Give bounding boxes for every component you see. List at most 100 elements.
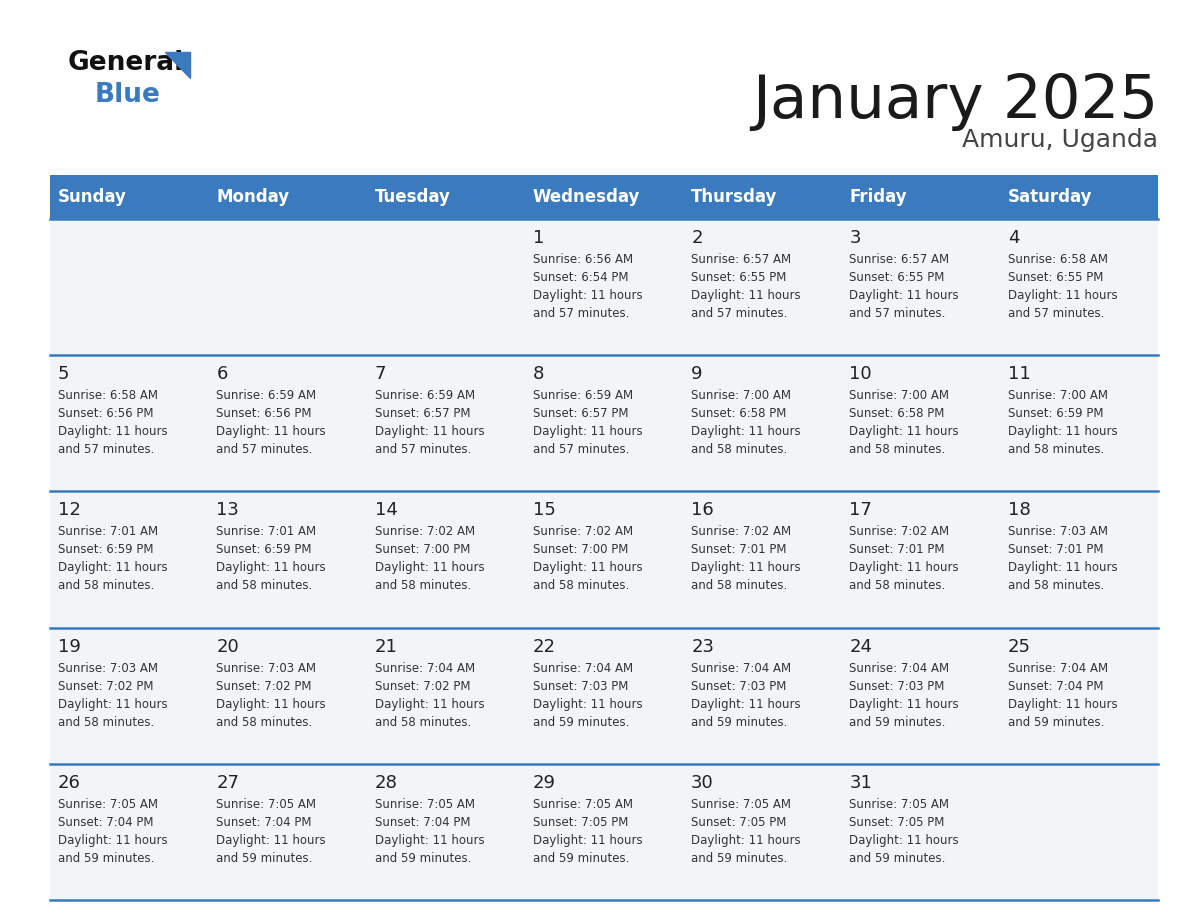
Text: 29: 29 <box>533 774 556 792</box>
Text: Sunrise: 7:03 AM
Sunset: 7:01 PM
Daylight: 11 hours
and 58 minutes.: Sunrise: 7:03 AM Sunset: 7:01 PM Dayligh… <box>1007 525 1118 592</box>
Text: 27: 27 <box>216 774 239 792</box>
Bar <box>841 355 1000 491</box>
Text: 11: 11 <box>1007 365 1030 383</box>
Text: 10: 10 <box>849 365 872 383</box>
Text: Sunrise: 7:02 AM
Sunset: 7:00 PM
Daylight: 11 hours
and 58 minutes.: Sunrise: 7:02 AM Sunset: 7:00 PM Dayligh… <box>374 525 485 592</box>
Bar <box>683 764 841 900</box>
Bar <box>1000 764 1158 900</box>
Bar <box>525 628 683 764</box>
Bar <box>50 491 208 628</box>
Text: 20: 20 <box>216 638 239 655</box>
Text: Sunrise: 7:05 AM
Sunset: 7:05 PM
Daylight: 11 hours
and 59 minutes.: Sunrise: 7:05 AM Sunset: 7:05 PM Dayligh… <box>849 798 959 865</box>
Text: Wednesday: Wednesday <box>533 188 640 206</box>
Bar <box>208 491 367 628</box>
Text: Sunrise: 6:58 AM
Sunset: 6:55 PM
Daylight: 11 hours
and 57 minutes.: Sunrise: 6:58 AM Sunset: 6:55 PM Dayligh… <box>1007 253 1118 320</box>
Text: Sunrise: 7:01 AM
Sunset: 6:59 PM
Daylight: 11 hours
and 58 minutes.: Sunrise: 7:01 AM Sunset: 6:59 PM Dayligh… <box>216 525 326 592</box>
Text: 26: 26 <box>58 774 81 792</box>
Bar <box>208 764 367 900</box>
Text: Sunday: Sunday <box>58 188 127 206</box>
Text: Sunrise: 7:05 AM
Sunset: 7:04 PM
Daylight: 11 hours
and 59 minutes.: Sunrise: 7:05 AM Sunset: 7:04 PM Dayligh… <box>216 798 326 865</box>
Text: Sunrise: 7:04 AM
Sunset: 7:03 PM
Daylight: 11 hours
and 59 minutes.: Sunrise: 7:04 AM Sunset: 7:03 PM Dayligh… <box>849 662 959 729</box>
Text: 22: 22 <box>533 638 556 655</box>
Bar <box>367 355 525 491</box>
Bar <box>1000 219 1158 355</box>
Text: Thursday: Thursday <box>691 188 777 206</box>
Text: 19: 19 <box>58 638 81 655</box>
Text: Sunrise: 7:03 AM
Sunset: 7:02 PM
Daylight: 11 hours
and 58 minutes.: Sunrise: 7:03 AM Sunset: 7:02 PM Dayligh… <box>216 662 326 729</box>
Text: 30: 30 <box>691 774 714 792</box>
Text: Sunrise: 7:05 AM
Sunset: 7:04 PM
Daylight: 11 hours
and 59 minutes.: Sunrise: 7:05 AM Sunset: 7:04 PM Dayligh… <box>58 798 168 865</box>
Polygon shape <box>165 52 190 78</box>
Text: 16: 16 <box>691 501 714 520</box>
Bar <box>367 219 525 355</box>
Text: General: General <box>68 50 184 76</box>
Bar <box>683 219 841 355</box>
Bar <box>367 764 525 900</box>
Text: 12: 12 <box>58 501 81 520</box>
Text: Blue: Blue <box>95 82 160 108</box>
Bar <box>50 175 1158 219</box>
Text: 24: 24 <box>849 638 872 655</box>
Bar <box>50 219 208 355</box>
Bar <box>841 764 1000 900</box>
Text: 3: 3 <box>849 229 861 247</box>
Text: 7: 7 <box>374 365 386 383</box>
Bar <box>525 764 683 900</box>
Bar <box>841 628 1000 764</box>
Text: 17: 17 <box>849 501 872 520</box>
Text: Sunrise: 7:02 AM
Sunset: 7:01 PM
Daylight: 11 hours
and 58 minutes.: Sunrise: 7:02 AM Sunset: 7:01 PM Dayligh… <box>691 525 801 592</box>
Bar <box>50 355 208 491</box>
Text: Sunrise: 7:03 AM
Sunset: 7:02 PM
Daylight: 11 hours
and 58 minutes.: Sunrise: 7:03 AM Sunset: 7:02 PM Dayligh… <box>58 662 168 729</box>
Text: Tuesday: Tuesday <box>374 188 450 206</box>
Text: Sunrise: 7:04 AM
Sunset: 7:02 PM
Daylight: 11 hours
and 58 minutes.: Sunrise: 7:04 AM Sunset: 7:02 PM Dayligh… <box>374 662 485 729</box>
Text: 6: 6 <box>216 365 228 383</box>
Bar <box>683 628 841 764</box>
Text: 8: 8 <box>533 365 544 383</box>
Text: Sunrise: 7:05 AM
Sunset: 7:05 PM
Daylight: 11 hours
and 59 minutes.: Sunrise: 7:05 AM Sunset: 7:05 PM Dayligh… <box>691 798 801 865</box>
Text: 4: 4 <box>1007 229 1019 247</box>
Text: Sunrise: 6:56 AM
Sunset: 6:54 PM
Daylight: 11 hours
and 57 minutes.: Sunrise: 6:56 AM Sunset: 6:54 PM Dayligh… <box>533 253 643 320</box>
Bar <box>1000 628 1158 764</box>
Bar <box>50 628 208 764</box>
Text: Sunrise: 6:59 AM
Sunset: 6:56 PM
Daylight: 11 hours
and 57 minutes.: Sunrise: 6:59 AM Sunset: 6:56 PM Dayligh… <box>216 389 326 456</box>
Text: Sunrise: 7:01 AM
Sunset: 6:59 PM
Daylight: 11 hours
and 58 minutes.: Sunrise: 7:01 AM Sunset: 6:59 PM Dayligh… <box>58 525 168 592</box>
Text: 23: 23 <box>691 638 714 655</box>
Bar <box>50 764 208 900</box>
Text: 28: 28 <box>374 774 398 792</box>
Text: 25: 25 <box>1007 638 1031 655</box>
Text: Saturday: Saturday <box>1007 188 1092 206</box>
Bar <box>208 219 367 355</box>
Text: January 2025: January 2025 <box>752 72 1158 131</box>
Bar <box>525 491 683 628</box>
Text: 15: 15 <box>533 501 556 520</box>
Bar <box>525 355 683 491</box>
Text: 14: 14 <box>374 501 398 520</box>
Text: Sunrise: 7:02 AM
Sunset: 7:01 PM
Daylight: 11 hours
and 58 minutes.: Sunrise: 7:02 AM Sunset: 7:01 PM Dayligh… <box>849 525 959 592</box>
Text: 31: 31 <box>849 774 872 792</box>
Bar <box>208 628 367 764</box>
Text: Sunrise: 6:57 AM
Sunset: 6:55 PM
Daylight: 11 hours
and 57 minutes.: Sunrise: 6:57 AM Sunset: 6:55 PM Dayligh… <box>849 253 959 320</box>
Text: Sunrise: 7:04 AM
Sunset: 7:03 PM
Daylight: 11 hours
and 59 minutes.: Sunrise: 7:04 AM Sunset: 7:03 PM Dayligh… <box>691 662 801 729</box>
Bar <box>525 219 683 355</box>
Bar <box>367 628 525 764</box>
Text: Sunrise: 6:57 AM
Sunset: 6:55 PM
Daylight: 11 hours
and 57 minutes.: Sunrise: 6:57 AM Sunset: 6:55 PM Dayligh… <box>691 253 801 320</box>
Text: 21: 21 <box>374 638 398 655</box>
Text: 1: 1 <box>533 229 544 247</box>
Text: Sunrise: 7:05 AM
Sunset: 7:04 PM
Daylight: 11 hours
and 59 minutes.: Sunrise: 7:05 AM Sunset: 7:04 PM Dayligh… <box>374 798 485 865</box>
Text: Sunrise: 7:00 AM
Sunset: 6:58 PM
Daylight: 11 hours
and 58 minutes.: Sunrise: 7:00 AM Sunset: 6:58 PM Dayligh… <box>849 389 959 456</box>
Text: Amuru, Uganda: Amuru, Uganda <box>962 128 1158 152</box>
Text: 9: 9 <box>691 365 702 383</box>
Text: Monday: Monday <box>216 188 290 206</box>
Text: Sunrise: 7:05 AM
Sunset: 7:05 PM
Daylight: 11 hours
and 59 minutes.: Sunrise: 7:05 AM Sunset: 7:05 PM Dayligh… <box>533 798 643 865</box>
Text: Sunrise: 7:00 AM
Sunset: 6:59 PM
Daylight: 11 hours
and 58 minutes.: Sunrise: 7:00 AM Sunset: 6:59 PM Dayligh… <box>1007 389 1118 456</box>
Text: 5: 5 <box>58 365 70 383</box>
Bar <box>367 491 525 628</box>
Text: Sunrise: 7:04 AM
Sunset: 7:03 PM
Daylight: 11 hours
and 59 minutes.: Sunrise: 7:04 AM Sunset: 7:03 PM Dayligh… <box>533 662 643 729</box>
Text: Sunrise: 7:02 AM
Sunset: 7:00 PM
Daylight: 11 hours
and 58 minutes.: Sunrise: 7:02 AM Sunset: 7:00 PM Dayligh… <box>533 525 643 592</box>
Text: Friday: Friday <box>849 188 908 206</box>
Bar <box>841 491 1000 628</box>
Bar <box>1000 355 1158 491</box>
Bar <box>683 491 841 628</box>
Bar <box>683 355 841 491</box>
Text: 13: 13 <box>216 501 239 520</box>
